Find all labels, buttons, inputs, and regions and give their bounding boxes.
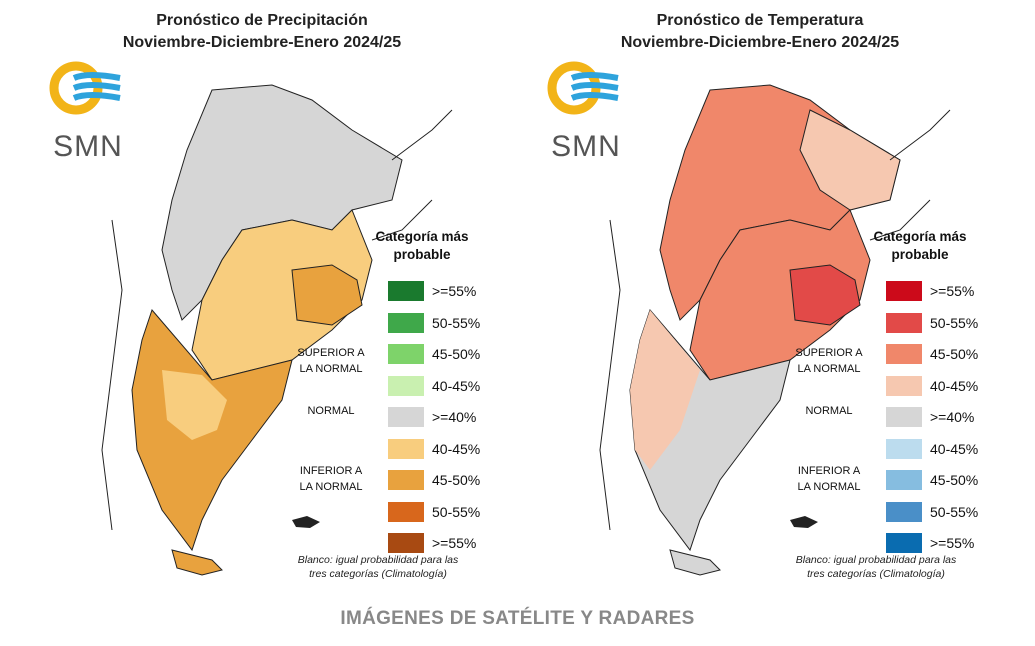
legend-title-line-2: probable xyxy=(393,247,451,262)
category-superior-line-2: LA NORMAL xyxy=(797,363,861,375)
map-islands xyxy=(292,516,320,528)
map-region-northeast xyxy=(799,109,901,211)
category-normal: NORMAL xyxy=(307,405,355,417)
legend-swatch xyxy=(886,281,922,301)
legend-swatch xyxy=(886,438,922,459)
map-region-tierra-del-fuego xyxy=(171,549,223,576)
legend-swatch xyxy=(886,407,922,427)
category-superior-line-1: SUPERIOR A xyxy=(795,347,863,359)
legend-label: >=55% xyxy=(930,535,975,551)
panel-title: Pronóstico de Precipitación Noviembre-Di… xyxy=(12,10,512,54)
legend-swatch xyxy=(886,344,922,364)
legend-title: Categoría más probable xyxy=(865,228,975,264)
note-line-2: tres categorías (Climatología) xyxy=(309,568,447,580)
map-region-patagonia-light xyxy=(162,370,227,440)
legend-swatch xyxy=(388,407,424,427)
map-neighbor-coast xyxy=(599,109,951,531)
legend-swatch xyxy=(886,312,922,333)
legend-label: >=55% xyxy=(432,535,477,551)
category-inferior-line-1: INFERIOR A xyxy=(797,465,861,477)
map-region-tierra-del-fuego xyxy=(669,549,721,576)
legend-label: 45-50% xyxy=(930,472,979,488)
note-line-2: tres categorías (Climatología) xyxy=(807,568,945,580)
panel-title: Pronóstico de Temperatura Noviembre-Dici… xyxy=(510,10,1010,54)
legend-swatch xyxy=(388,470,424,490)
map-region-center xyxy=(689,209,871,381)
category-superior-line-2: LA NORMAL xyxy=(299,363,363,375)
note-line-1: Blanco: igual probabilidad para las xyxy=(795,554,957,566)
category-inferior: INFERIOR A LA NORMAL xyxy=(784,463,874,495)
legend-label: 45-50% xyxy=(432,346,481,362)
category-normal: NORMAL xyxy=(805,405,853,417)
legend-label: 45-50% xyxy=(930,346,979,362)
legend-label: 50-55% xyxy=(930,314,979,331)
legend-label: >=55% xyxy=(432,283,477,299)
category-inferior-line-2: LA NORMAL xyxy=(299,481,363,493)
legend-title-line-1: Categoría más xyxy=(873,229,967,244)
legend-label: >=40% xyxy=(432,409,477,425)
legend-swatch xyxy=(886,375,922,396)
category-superior: SUPERIOR A LA NORMAL xyxy=(784,345,874,377)
map-region-center xyxy=(191,209,373,381)
legend-title-line-1: Categoría más xyxy=(375,229,469,244)
legend-title-line-2: probable xyxy=(891,247,949,262)
legend-title: Categoría más probable xyxy=(367,228,477,264)
map-region-patagonia-west xyxy=(630,310,700,470)
legend-label: 50-55% xyxy=(930,503,979,520)
category-inferior: INFERIOR A LA NORMAL xyxy=(286,463,376,495)
legend-note: Blanco: igual probabilidad para las tres… xyxy=(766,553,986,581)
legend-swatch xyxy=(886,470,922,490)
legend-label: 50-55% xyxy=(432,314,481,331)
legend-label: 40-45% xyxy=(930,440,979,457)
legend-swatch xyxy=(388,501,424,522)
temperature-map xyxy=(599,84,951,576)
category-superior: SUPERIOR A LA NORMAL xyxy=(286,345,376,377)
title-line-1: Pronóstico de Temperatura xyxy=(656,12,864,29)
smn-logo: SMN xyxy=(546,60,626,163)
title-line-1: Pronóstico de Precipitación xyxy=(156,12,368,29)
precipitation-panel: Pronóstico de Precipitación Noviembre-Di… xyxy=(12,0,512,600)
map-region-buenos-aires xyxy=(789,264,861,326)
map-neighbor-coast xyxy=(101,109,453,531)
legend-swatch xyxy=(388,281,424,301)
logo-text: SMN xyxy=(53,130,123,163)
legend-label: 40-45% xyxy=(930,377,979,394)
legend-label: >=55% xyxy=(930,283,975,299)
title-line-2: Noviembre-Diciembre-Enero 2024/25 xyxy=(122,34,402,51)
legend-label: >=40% xyxy=(930,409,975,425)
legend-swatch xyxy=(388,344,424,364)
category-inferior-line-1: INFERIOR A xyxy=(299,465,363,477)
category-inferior-line-2: LA NORMAL xyxy=(797,481,861,493)
legend-note: Blanco: igual probabilidad para las tres… xyxy=(268,553,488,581)
legend-swatch xyxy=(886,501,922,522)
category-superior-line-1: SUPERIOR A xyxy=(297,347,365,359)
legend-swatch xyxy=(388,438,424,459)
legend-swatch xyxy=(388,375,424,396)
legend-label: 50-55% xyxy=(432,503,481,520)
legend-swatch xyxy=(388,312,424,333)
title-line-2: Noviembre-Diciembre-Enero 2024/25 xyxy=(620,34,900,51)
footer-heading: IMÁGENES DE SATÉLITE Y RADARES xyxy=(340,608,695,629)
legend-label: 45-50% xyxy=(432,472,481,488)
logo-text: SMN xyxy=(551,130,621,163)
legend-label: 40-45% xyxy=(432,440,481,457)
temperature-panel: Pronóstico de Temperatura Noviembre-Dici… xyxy=(510,0,1010,600)
legend-swatch xyxy=(388,533,424,553)
precipitation-map xyxy=(101,84,453,576)
note-line-1: Blanco: igual probabilidad para las xyxy=(297,554,459,566)
smn-logo: SMN xyxy=(48,60,128,163)
map-region-buenos-aires xyxy=(291,264,363,326)
map-islands xyxy=(790,516,818,528)
legend-swatch xyxy=(886,533,922,553)
legend-label: 40-45% xyxy=(432,377,481,394)
